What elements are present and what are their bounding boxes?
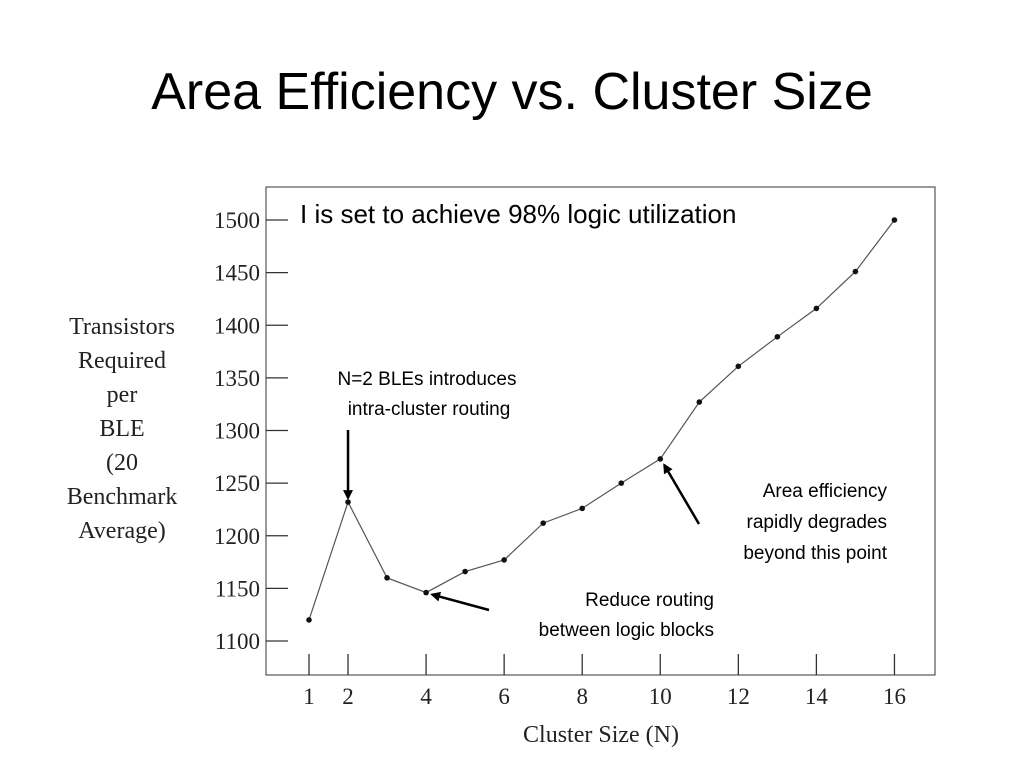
y-tick-label: 1500 xyxy=(214,208,260,233)
y-tick-label: 1150 xyxy=(215,576,260,601)
annotation-routing-line: between logic blocks xyxy=(539,620,714,641)
x-tick-label: 16 xyxy=(883,684,906,709)
series-line xyxy=(308,219,895,621)
data-point xyxy=(423,589,429,596)
y-axis-label-line: per xyxy=(107,382,138,408)
annotation-n2-line: N=2 BLEs introduces xyxy=(337,369,516,390)
y-tick-label: 1200 xyxy=(214,524,260,549)
slide-title: Area Efficiency vs. Cluster Size xyxy=(151,63,873,121)
annotation-routing-line: Reduce routing xyxy=(585,590,714,611)
x-tick-label: 1 xyxy=(303,684,315,709)
y-axis-label-line: (20 xyxy=(106,450,138,476)
data-point xyxy=(345,499,351,505)
annotation-arrow xyxy=(430,591,490,612)
y-tick-label: 1350 xyxy=(214,366,260,391)
data-point xyxy=(735,363,742,370)
data-point xyxy=(891,217,898,223)
x-tick-label: 10 xyxy=(649,684,672,709)
data-point xyxy=(384,575,390,581)
data-point xyxy=(813,305,820,312)
x-axis-label: Cluster Size (N) xyxy=(523,722,679,748)
annotation-degrade-line: beyond this point xyxy=(743,543,887,564)
data-point xyxy=(501,557,507,563)
annotation-n2-line: intra-cluster routing xyxy=(348,399,511,420)
y-tick-label: 1250 xyxy=(214,471,260,496)
data-point xyxy=(774,334,781,340)
data-point xyxy=(696,399,703,405)
y-axis-label-line: BLE xyxy=(99,416,144,442)
y-axis-label-line: Benchmark xyxy=(67,484,178,510)
data-point xyxy=(540,520,546,526)
data-point xyxy=(462,568,468,575)
annotation-degrade-line: Area efficiency xyxy=(763,481,888,502)
data-point xyxy=(852,268,859,275)
y-tick-label: 1300 xyxy=(214,419,260,444)
x-tick-label: 2 xyxy=(342,684,354,709)
data-point xyxy=(618,480,625,486)
annotation-utilization-note: I is set to achieve 98% logic utilizatio… xyxy=(300,199,736,229)
y-tick-label: 1450 xyxy=(214,261,260,286)
x-tick-label: 14 xyxy=(805,684,829,709)
data-point xyxy=(579,505,586,512)
x-tick-label: 4 xyxy=(420,684,432,709)
data-point xyxy=(306,617,312,623)
x-tick-label: 8 xyxy=(576,684,588,709)
x-tick-label: 6 xyxy=(498,684,510,709)
y-tick-label: 1100 xyxy=(215,629,260,654)
x-tick-label: 12 xyxy=(727,684,750,709)
annotation-arrow xyxy=(663,463,701,525)
y-axis-label-line: Average) xyxy=(78,518,166,544)
data-point xyxy=(657,456,664,462)
y-tick-label: 1400 xyxy=(214,313,260,338)
y-axis-label-line: Transistors xyxy=(69,314,175,340)
y-axis-label-line: Required xyxy=(78,348,166,374)
annotation-degrade-line: rapidly degrades xyxy=(747,512,887,533)
